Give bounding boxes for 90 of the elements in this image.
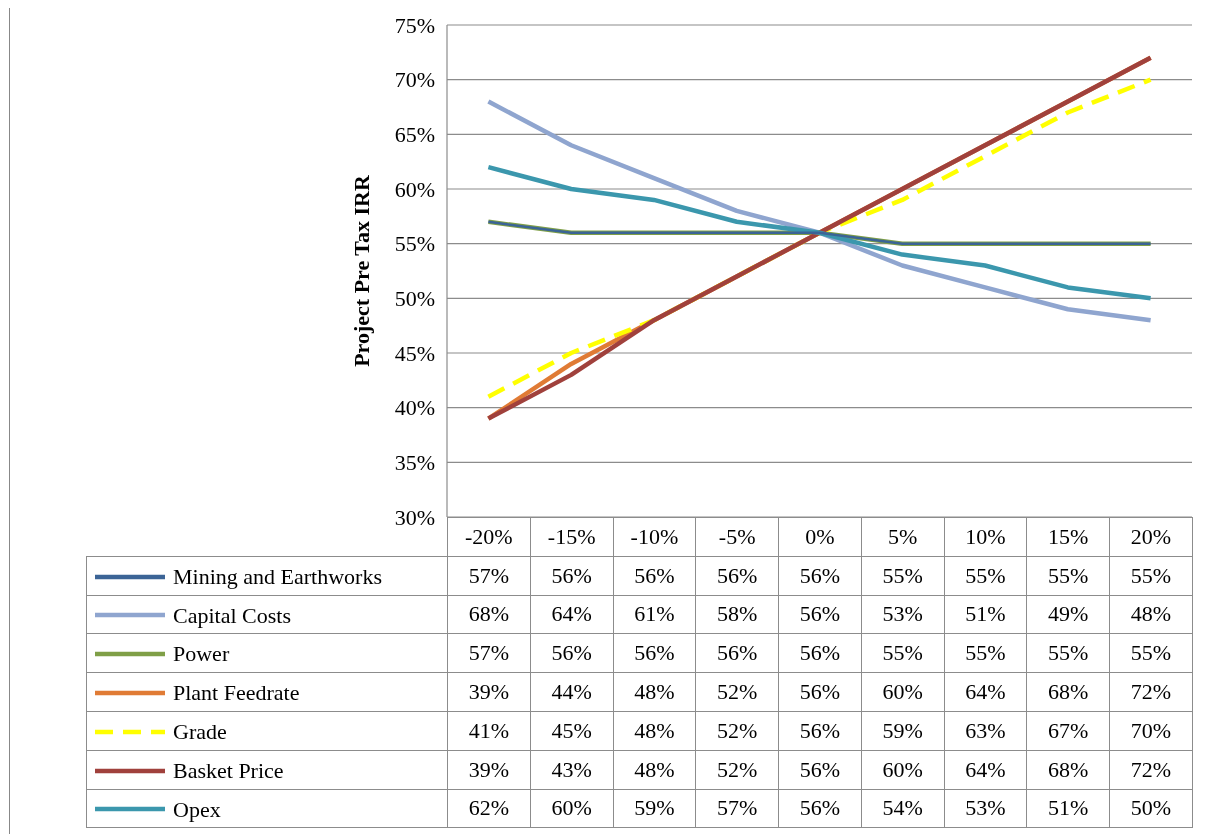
data-label: 70% [1109,711,1193,751]
data-label: 44% [530,672,614,712]
data-label: 56% [613,633,696,673]
data-label: 62% [447,789,531,828]
data-label: 56% [778,556,862,596]
data-label: 56% [695,556,779,596]
data-label: 55% [1026,633,1110,673]
legend-label: Plant Feedrate [173,680,300,706]
data-label: 54% [861,789,945,828]
data-label: 48% [613,750,696,790]
data-label: 63% [944,711,1027,751]
y-tick-label: 70% [394,67,435,93]
data-label: 48% [613,711,696,751]
data-label: 43% [530,750,614,790]
data-label: 57% [447,633,531,673]
data-label: 60% [861,750,945,790]
data-label: 45% [530,711,614,751]
y-tick-label: 55% [394,231,435,257]
legend-label: Capital Costs [173,602,291,628]
data-label: 60% [861,672,945,712]
y-axis-title: Project Pre Tax IRR [349,174,374,367]
x-tick-label: 20% [1109,517,1193,557]
data-label: 61% [613,595,696,634]
x-tick-label: -5% [695,517,779,557]
data-label: 72% [1109,750,1193,790]
legend-label: Power [173,641,230,667]
x-tick-label: -20% [447,517,531,557]
legend-label: Basket Price [173,757,284,783]
data-label: 52% [695,750,779,790]
data-label: 64% [944,672,1027,712]
legend-label: Mining and Earthworks [173,563,382,589]
data-label: 55% [1026,556,1110,596]
data-label: 41% [447,711,531,751]
data-label: 59% [861,711,945,751]
data-label: 53% [944,789,1027,828]
data-label: 55% [1109,556,1193,596]
data-label: 56% [778,789,862,828]
data-label: 51% [1026,789,1110,828]
data-label: 55% [944,556,1027,596]
data-label: 56% [778,750,862,790]
data-label: 60% [530,789,614,828]
x-tick-label: 0% [778,517,862,557]
y-tick-label: 65% [394,122,435,148]
data-label: 55% [1109,633,1193,673]
data-label: 51% [944,595,1027,634]
data-label: 49% [1026,595,1110,634]
data-label: 64% [944,750,1027,790]
data-label: 55% [861,556,945,596]
data-label: 56% [778,672,862,712]
data-label: 56% [530,633,614,673]
y-tick-label: 35% [394,450,435,476]
y-tick-label: 40% [394,395,435,421]
data-label: 52% [695,672,779,712]
data-label: 56% [778,633,862,673]
data-label: 55% [861,633,945,673]
data-label: 56% [778,595,862,634]
data-label: 59% [613,789,696,828]
data-label: 53% [861,595,945,634]
x-tick-label: -10% [613,517,696,557]
y-tick-label: 30% [394,504,435,530]
data-label: 39% [447,672,531,712]
data-label: 68% [447,595,531,634]
data-label: 52% [695,711,779,751]
y-tick-label: 45% [394,340,435,366]
data-label: 56% [613,556,696,596]
data-label: 57% [695,789,779,828]
data-label: 68% [1026,750,1110,790]
x-tick-label: -15% [530,517,614,557]
data-label: 72% [1109,672,1193,712]
y-tick-label: 60% [394,176,435,202]
y-tick-label: 50% [394,286,435,312]
data-label: 48% [613,672,696,712]
x-tick-label: 10% [944,517,1027,557]
y-tick-label: 75% [394,12,435,38]
data-label: 57% [447,556,531,596]
x-tick-label: 5% [861,517,945,557]
data-label: 64% [530,595,614,634]
data-label: 67% [1026,711,1110,751]
data-label: 56% [530,556,614,596]
data-label: 39% [447,750,531,790]
legend-label: Opex [173,796,221,822]
data-label: 50% [1109,789,1193,828]
data-label: 68% [1026,672,1110,712]
data-label: 58% [695,595,779,634]
data-label: 56% [778,711,862,751]
data-label: 56% [695,633,779,673]
legend-label: Grade [173,718,227,744]
data-label: 55% [944,633,1027,673]
data-label: 48% [1109,595,1193,634]
x-tick-label: 15% [1026,517,1110,557]
